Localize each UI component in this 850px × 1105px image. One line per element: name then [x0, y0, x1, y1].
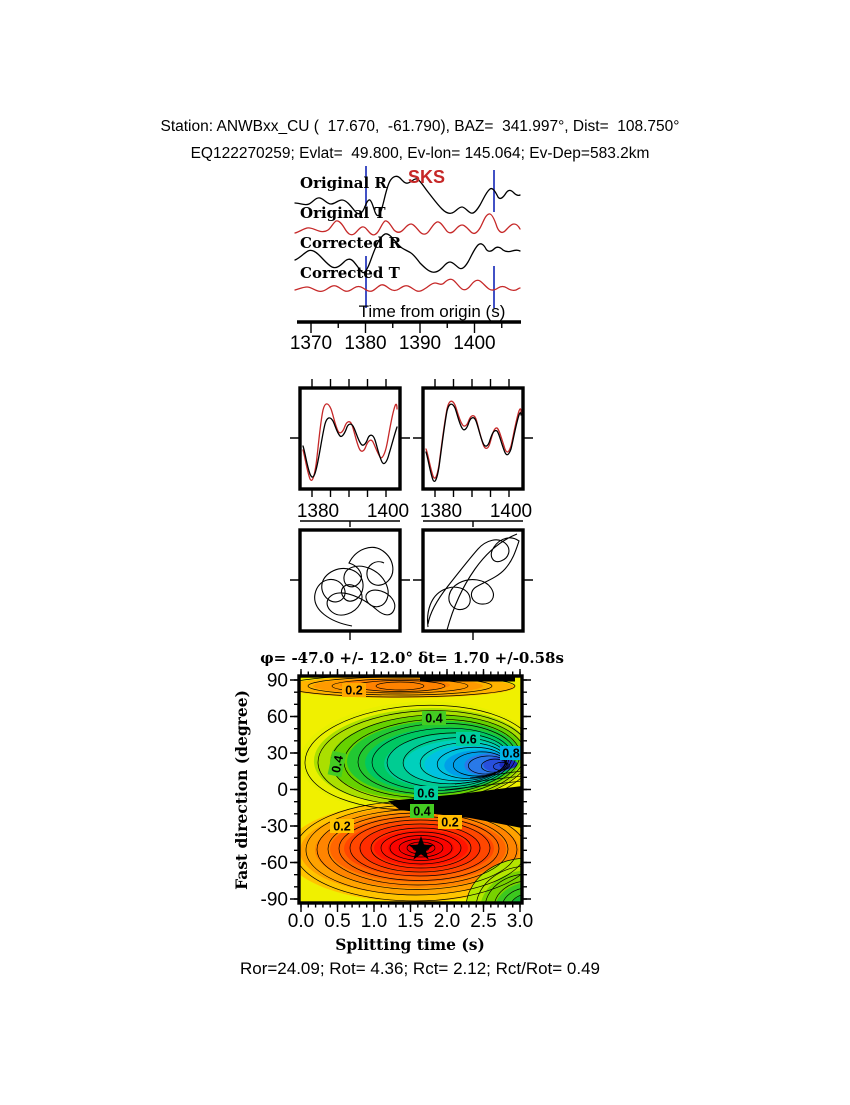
contour-y-minor-ticks [294, 679, 299, 900]
contour-label-0.2-low-right: 0.2 [441, 816, 458, 830]
trace-corrected-t [294, 278, 521, 293]
contour-label-0.8: 0.8 [502, 747, 519, 761]
contour-label-0.6-low: 0.6 [417, 787, 434, 801]
particle-motion-panels [290, 520, 533, 640]
time-axis-major-ticks [310, 322, 476, 333]
y-tick-60: 60 [267, 707, 288, 728]
compare-right-top-ticks [434, 379, 510, 388]
trace-label-original-r: Original R [300, 174, 387, 192]
particle-left-frame [298, 528, 402, 633]
particle-motion-corrected [427, 533, 520, 631]
contour-title: φ= -47.0 +/- 12.0° δt= 1.70 +/-0.58s [260, 649, 564, 667]
y-tick-m30: -30 [261, 817, 288, 838]
trace-original-r [294, 175, 521, 217]
time-tick-1400: 1400 [453, 333, 495, 354]
x-tick-2.0: 2.0 [434, 911, 460, 932]
event-info: EQ122270259; Evlat= 49.800, Ev-lon= 145.… [191, 145, 650, 162]
time-axis-minor-ticks [337, 322, 503, 328]
x-tick-0.5: 0.5 [324, 911, 350, 932]
contour-label-0.4-mid: 0.4 [425, 712, 442, 726]
x-tick-2.5: 2.5 [470, 911, 496, 932]
contour-panel: φ= -47.0 +/- 12.0° δt= 1.70 +/-0.58s [232, 649, 564, 954]
time-axis-label: Time from origin (s) [359, 302, 506, 321]
trace-corrected-r [294, 233, 521, 274]
compare-left-trace-red [302, 403, 398, 481]
trace-label-original-t: Original T [300, 204, 386, 222]
waveform-panel: Original R Original T Corrected R Correc… [290, 166, 521, 354]
y-tick-30: 30 [267, 744, 288, 765]
compare-right-bottom-ticks [434, 489, 510, 497]
trace-label-corrected-t: Corrected T [300, 264, 401, 282]
particle-motion-original [314, 546, 396, 627]
compare-right-trace-black [425, 403, 522, 482]
compare-left-trace-black [302, 417, 398, 478]
compare-right-tick-1400: 1400 [490, 501, 532, 522]
contour-label-0.6-mid: 0.6 [459, 733, 476, 747]
compare-left-tick-1400: 1400 [367, 501, 409, 522]
contour-lines-band-edge [444, 770, 521, 791]
contour-x-top-minor-ticks [300, 671, 521, 676]
y-tick-m60: -60 [261, 853, 288, 874]
waveform-compare-panels: 1380 1400 1380 1400 [290, 379, 533, 522]
compare-left-frame [298, 386, 402, 491]
y-tick-m90: -90 [261, 890, 288, 911]
trace-label-corrected-r: Corrected R [300, 234, 402, 252]
contour-x-minor-ticks [300, 903, 521, 908]
particle-side-ticks [290, 579, 533, 640]
x-tick-3.0: 3.0 [507, 911, 533, 932]
particle-right-frame [421, 528, 525, 633]
contour-ylabel: Fast direction (degree) [232, 690, 251, 890]
contour-xlabel: Splitting time (s) [335, 935, 485, 954]
contour-y-right-minor-ticks [522, 679, 527, 900]
contour-label-0.4-rotated: 0.4 [329, 754, 346, 774]
contour-level-labels: 0.2 0.4 0.6 0.8 0.4 0.6 0.4 0.2 0.2 [327, 683, 522, 834]
compare-right-frame [421, 386, 525, 491]
y-tick-0: 0 [277, 780, 288, 801]
y-tick-90: 90 [267, 671, 288, 692]
compare-left-top-ticks [311, 379, 387, 388]
x-tick-0.0: 0.0 [288, 911, 314, 932]
time-tick-1390: 1390 [399, 333, 441, 354]
particle-top-axis-lines [300, 520, 523, 527]
compare-left-tick-1380: 1380 [297, 501, 339, 522]
time-tick-1370: 1370 [290, 333, 332, 354]
time-tick-1380: 1380 [344, 333, 386, 354]
best-fit-star [408, 836, 434, 860]
x-tick-1.5: 1.5 [397, 911, 423, 932]
energy-ratio-stats: Ror=24.09; Rot= 4.36; Rct= 2.12; Rct/Rot… [240, 959, 600, 978]
station-title: Station: ANWBxx_CU ( 17.670, -61.790), B… [160, 118, 679, 135]
compare-right-trace-red [425, 400, 522, 479]
contour-label-0.2-top: 0.2 [345, 684, 362, 698]
x-tick-1.0: 1.0 [361, 911, 387, 932]
contour-label-0.2-low-left: 0.2 [333, 820, 350, 834]
contour-label-0.4-low: 0.4 [413, 805, 430, 819]
contour-black-top-strip [420, 677, 515, 682]
phase-label-sks: SKS [408, 167, 445, 187]
trace-original-t [294, 213, 521, 236]
compare-right-tick-1380: 1380 [420, 501, 462, 522]
compare-left-bottom-ticks [311, 489, 387, 497]
